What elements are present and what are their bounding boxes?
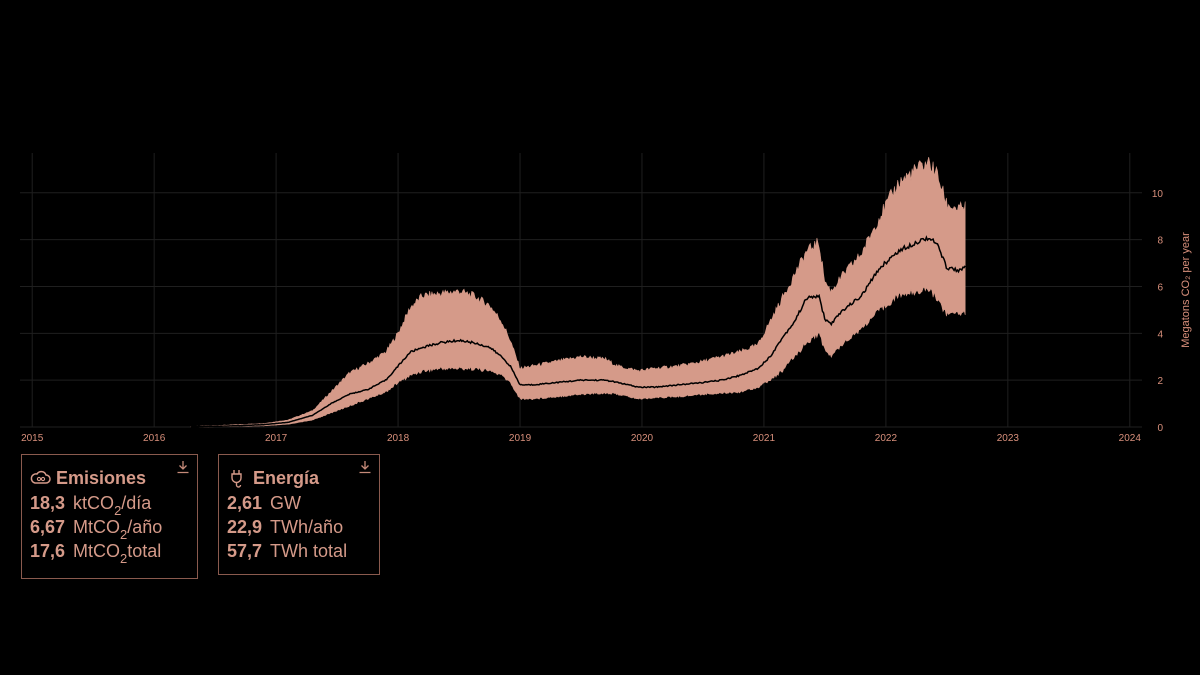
emissions-row-daily: 18,3 ktCO2/día — [30, 491, 189, 518]
x-tick-label: 2015 — [21, 433, 44, 444]
emissions-header: Emisiones — [30, 467, 189, 489]
y-tick-label: 10 — [1152, 189, 1164, 200]
energy-power-value: 2,61 — [227, 493, 263, 513]
y-tick-label: 0 — [1157, 423, 1163, 434]
unit-suffix: /día — [121, 493, 152, 513]
x-tick-label: 2022 — [875, 433, 898, 444]
range-band-layer — [190, 157, 966, 428]
central-line-layer — [190, 235, 966, 428]
x-tick-label: 2017 — [265, 433, 288, 444]
unit-prefix: ktCO — [73, 493, 115, 513]
unit-subscript: 2 — [120, 527, 128, 542]
download-icon[interactable] — [358, 460, 372, 474]
emissions-row-yearly: 6,67 MtCO2/año — [30, 515, 189, 542]
y-tick-label: 4 — [1157, 329, 1163, 340]
y-axis-label: Megatons CO₂ per year — [1180, 232, 1192, 348]
emissions-title: Emisiones — [56, 468, 147, 488]
energy-row-power: 2,61 GW — [227, 491, 371, 515]
energy-yearly-value: 22,9 — [227, 517, 263, 537]
plug-icon — [231, 470, 242, 488]
energy-row-total: 57,7 TWh total — [227, 539, 371, 563]
chart: 2015 2016 2017 2018 2019 2020 2021 2022 2023 2024… — [20, 153, 1192, 444]
x-tick-label: 2019 — [509, 433, 532, 444]
unit-subscript: 2 — [120, 551, 128, 566]
unit-subscript: 2 — [114, 503, 122, 518]
emissions-yearly-value: 6,67 — [30, 517, 66, 537]
y-axis-ticks: 0 2 4 6 8 10 — [1152, 189, 1164, 434]
emissions-card: Emisiones 18,3 ktCO2/día 6,67 MtCO2/año 17… — [21, 454, 198, 579]
unit-suffix: total — [127, 541, 162, 561]
energy-row-yearly: 22,9 TWh/año — [227, 515, 371, 539]
central-estimate-line — [190, 235, 966, 428]
emissions-daily-value: 18,3 — [30, 493, 66, 513]
download-icon[interactable] — [176, 460, 190, 474]
energy-header: Energía — [227, 467, 371, 489]
emissions-total-value: 17,6 — [30, 541, 66, 561]
x-tick-label: 2024 — [1119, 433, 1142, 444]
y-tick-label: 6 — [1157, 282, 1163, 293]
energy-title: Energía — [253, 468, 320, 488]
x-axis-ticks: 2015 2016 2017 2018 2019 2020 2021 2022 2023 2024 — [21, 433, 1141, 444]
x-tick-label: 2018 — [387, 433, 410, 444]
unit: TWh total — [270, 541, 348, 561]
energy-card: Energía 2,61 GW 22,9 TWh/año 57,7 TWh total — [218, 454, 380, 575]
x-tick-label: 2020 — [631, 433, 654, 444]
y-tick-label: 8 — [1157, 236, 1163, 247]
x-tick-label: 2023 — [997, 433, 1020, 444]
emissions-row-total: 17,6 MtCO2total — [30, 539, 189, 566]
unit-prefix: MtCO — [73, 517, 121, 537]
unit-suffix: /año — [127, 517, 163, 537]
cloud-co2-icon — [30, 470, 51, 484]
unit-prefix: MtCO — [73, 541, 121, 561]
x-tick-label: 2016 — [143, 433, 166, 444]
y-tick-label: 2 — [1157, 376, 1163, 387]
energy-total-value: 57,7 — [227, 541, 263, 561]
uncertainty-band — [190, 157, 966, 428]
unit: GW — [270, 493, 302, 513]
unit: TWh/año — [270, 517, 344, 537]
x-tick-label: 2021 — [753, 433, 776, 444]
